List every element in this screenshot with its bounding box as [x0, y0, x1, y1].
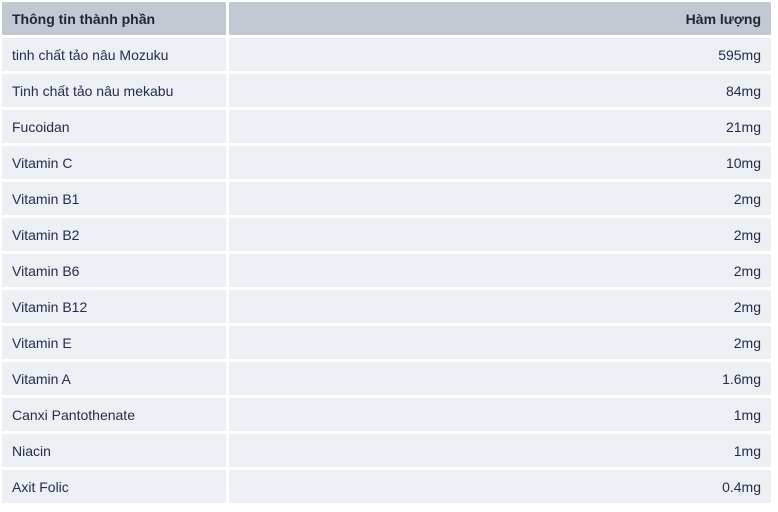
- ingredient-amount: 84mg: [229, 74, 771, 107]
- ingredient-name: tinh chất tảo nâu Mozuku: [2, 38, 226, 71]
- ingredient-amount: 2mg: [229, 218, 771, 251]
- ingredient-name: Canxi Pantothenate: [2, 398, 226, 431]
- ingredients-table: Thông tin thành phần Hàm lượng tinh chất…: [2, 2, 771, 503]
- ingredient-amount: 2mg: [229, 290, 771, 323]
- ingredient-name: Vitamin E: [2, 326, 226, 359]
- ingredient-amount: 595mg: [229, 38, 771, 71]
- table-row: Vitamin B2 2mg: [2, 218, 771, 251]
- ingredient-amount: 21mg: [229, 110, 771, 143]
- table-row: Vitamin C 10mg: [2, 146, 771, 179]
- ingredient-name: Axit Folic: [2, 470, 226, 503]
- table-row: Canxi Pantothenate 1mg: [2, 398, 771, 431]
- ingredient-amount: 1.6mg: [229, 362, 771, 395]
- table-row: Vitamin B1 2mg: [2, 182, 771, 215]
- table-row: Niacin 1mg: [2, 434, 771, 467]
- ingredient-name: Vitamin B2: [2, 218, 226, 251]
- table-row: Axit Folic 0.4mg: [2, 470, 771, 503]
- header-amount-column: Hàm lượng: [229, 2, 771, 35]
- table-row: Tinh chất tảo nâu mekabu 84mg: [2, 74, 771, 107]
- ingredient-name: Vitamin C: [2, 146, 226, 179]
- ingredient-name: Vitamin A: [2, 362, 226, 395]
- ingredient-amount: 10mg: [229, 146, 771, 179]
- ingredient-name: Tinh chất tảo nâu mekabu: [2, 74, 226, 107]
- ingredient-name: Fucoidan: [2, 110, 226, 143]
- table-row: Vitamin B6 2mg: [2, 254, 771, 287]
- ingredient-amount: 2mg: [229, 182, 771, 215]
- ingredient-amount: 2mg: [229, 326, 771, 359]
- ingredient-name: Niacin: [2, 434, 226, 467]
- ingredient-name: Vitamin B12: [2, 290, 226, 323]
- table-row: Vitamin B12 2mg: [2, 290, 771, 323]
- ingredient-amount: 1mg: [229, 398, 771, 431]
- table-row: Fucoidan 21mg: [2, 110, 771, 143]
- ingredient-amount: 2mg: [229, 254, 771, 287]
- ingredient-name: Vitamin B1: [2, 182, 226, 215]
- header-ingredient-column: Thông tin thành phần: [2, 2, 226, 35]
- table-row: Vitamin E 2mg: [2, 326, 771, 359]
- ingredient-name: Vitamin B6: [2, 254, 226, 287]
- table-header-row: Thông tin thành phần Hàm lượng: [2, 2, 771, 35]
- table-row: tinh chất tảo nâu Mozuku 595mg: [2, 38, 771, 71]
- ingredient-amount: 1mg: [229, 434, 771, 467]
- table-row: Vitamin A 1.6mg: [2, 362, 771, 395]
- ingredient-amount: 0.4mg: [229, 470, 771, 503]
